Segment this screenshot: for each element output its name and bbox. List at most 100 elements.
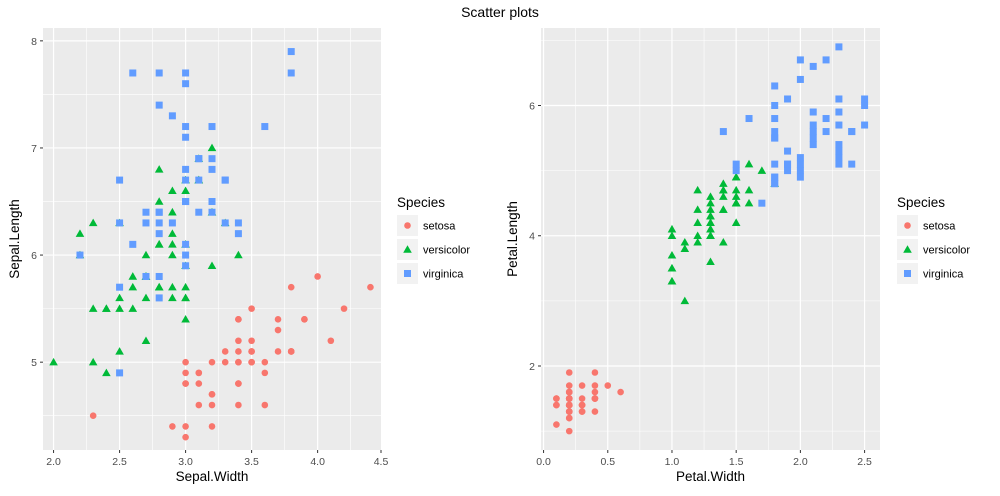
setosa-point xyxy=(617,388,624,396)
versicolor-point xyxy=(706,224,715,233)
virginica-point xyxy=(861,95,869,103)
virginica-point xyxy=(835,108,843,116)
x-tick-label: 1.0 xyxy=(665,456,680,468)
virginica-point xyxy=(835,154,843,162)
versicolor-point xyxy=(706,198,715,207)
setosa-point xyxy=(287,283,295,291)
setosa-point xyxy=(578,395,586,402)
setosa-point xyxy=(235,380,242,387)
virginica-point xyxy=(809,141,817,149)
virginica-point xyxy=(796,154,804,162)
versicolor-point xyxy=(234,250,243,259)
virginica-point xyxy=(155,208,163,216)
virginica-point xyxy=(861,101,869,109)
virginica-point xyxy=(142,208,150,216)
virginica-point xyxy=(809,134,817,142)
setosa-point xyxy=(565,388,573,396)
x-tick-label: 0.5 xyxy=(600,456,615,468)
x-axis-title: Sepal.Width xyxy=(176,469,249,484)
virginica-point xyxy=(771,173,779,181)
x-tick-label: 4.5 xyxy=(374,456,389,468)
virginica-point xyxy=(809,128,817,136)
versicolor-point xyxy=(693,205,702,213)
y-tick-label: 2 xyxy=(529,361,535,373)
versicolor-point xyxy=(706,257,715,266)
virginica-point xyxy=(809,108,817,116)
versicolor-point xyxy=(731,172,741,181)
virginica-point xyxy=(182,176,190,184)
versicolor-point xyxy=(168,207,177,216)
versicolor-point xyxy=(102,304,111,312)
virginica-point xyxy=(195,155,203,163)
versicolor-point xyxy=(744,198,754,207)
virginica-point xyxy=(784,160,792,168)
virginica-point xyxy=(835,43,843,51)
setosa-point xyxy=(578,408,586,415)
setosa-point xyxy=(604,382,612,389)
virginica-point xyxy=(822,56,830,64)
virginica-point xyxy=(848,160,856,168)
versicolor-point xyxy=(88,304,98,312)
data-points xyxy=(553,43,869,435)
virginica-point xyxy=(771,128,779,136)
virginica-point xyxy=(732,160,740,168)
setosa-point xyxy=(235,337,242,345)
x-tick-label: 3.0 xyxy=(178,456,193,468)
virginica-point xyxy=(796,75,804,83)
versicolor-point xyxy=(141,293,151,302)
setosa-point xyxy=(182,423,189,430)
setosa-point xyxy=(327,337,335,345)
x-tick-label: 3.5 xyxy=(244,456,259,468)
virginica-point xyxy=(182,133,190,141)
figure-title: Scatter plots xyxy=(461,4,539,20)
scatter-plot-right: 0.0 0.5 1.0 1.5 2.0 2.5 2 4 6 Petal.Width Petal.Le… xyxy=(505,28,970,484)
virginica-point xyxy=(168,219,176,227)
setosa-point xyxy=(340,305,348,312)
versicolor-point xyxy=(719,237,728,246)
virginica-point xyxy=(182,80,190,88)
virginica-point xyxy=(116,176,124,184)
setosa-point xyxy=(208,391,216,398)
virginica-point xyxy=(771,101,779,109)
virginica-point xyxy=(848,128,856,136)
virginica-point xyxy=(142,272,150,280)
virginica-point xyxy=(182,251,190,259)
virginica-point xyxy=(784,147,792,155)
versicolor-point xyxy=(693,185,702,194)
virginica-point xyxy=(116,369,124,377)
virginica-point xyxy=(182,240,190,248)
legend-marker-setosa xyxy=(904,222,911,229)
legend-label-setosa: setosa xyxy=(923,221,956,233)
versicolor-point xyxy=(88,357,98,366)
setosa-point xyxy=(565,408,573,415)
versicolor-point xyxy=(731,192,741,200)
virginica-point xyxy=(116,219,124,227)
virginica-point xyxy=(208,123,216,131)
versicolor-point xyxy=(115,293,124,302)
virginica-point xyxy=(155,69,163,77)
setosa-point xyxy=(221,348,229,355)
versicolor-point xyxy=(141,336,151,344)
setosa-point xyxy=(195,369,203,377)
virginica-point xyxy=(861,121,869,129)
virginica-point xyxy=(771,160,779,168)
setosa-point xyxy=(235,358,242,366)
legend: Species setosa versicolor virginica xyxy=(397,195,470,284)
y-tick-label: 8 xyxy=(31,36,37,48)
versicolor-point xyxy=(115,304,124,312)
legend-marker-virginica xyxy=(904,270,911,277)
virginica-point xyxy=(835,141,843,149)
setosa-point xyxy=(248,358,255,366)
virginica-point xyxy=(234,219,242,227)
setosa-point xyxy=(287,348,295,355)
versicolor-point xyxy=(128,282,138,291)
versicolor-point xyxy=(128,272,138,280)
setosa-point xyxy=(182,369,189,377)
versicolor-point xyxy=(680,296,690,305)
setosa-point xyxy=(182,433,189,441)
versicolor-point xyxy=(731,198,741,207)
virginica-point xyxy=(129,69,137,77)
setosa-point xyxy=(591,395,599,402)
virginica-point xyxy=(208,155,216,163)
